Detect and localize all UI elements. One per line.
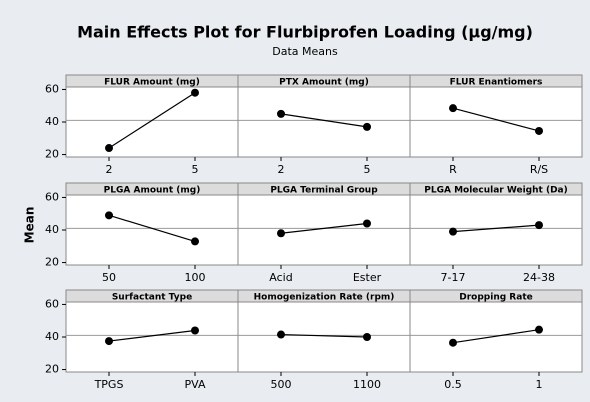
- point: [191, 326, 199, 335]
- x-tick-label: 5: [192, 163, 199, 176]
- panel-title: Dropping Rate: [459, 293, 532, 303]
- x-tick-label: 1: [536, 378, 543, 391]
- x-tick-label: 100: [185, 271, 206, 284]
- y-tick-label: 40: [45, 115, 59, 128]
- point: [535, 126, 543, 135]
- x-tick-label: 500: [271, 378, 292, 391]
- point: [535, 325, 543, 334]
- y-tick-label: 20: [45, 148, 59, 161]
- panel-header: [409, 182, 583, 196]
- panel-title: PTX Amount (mg): [279, 78, 369, 88]
- y-tick-label: 40: [45, 330, 59, 343]
- panel-title: FLUR Amount (mg): [104, 78, 200, 88]
- chart-title: Main Effects Plot for Flurbiprofen Loadi…: [77, 23, 533, 42]
- effect-line: [108, 214, 196, 242]
- y-axis-label: Mean: [23, 207, 37, 244]
- x-tick-label: 24-38: [523, 271, 555, 284]
- panel-title: PLGA Molecular Weight (Da): [424, 186, 567, 196]
- x-tick-label: 5: [364, 163, 371, 176]
- x-tick-label: Acid: [269, 271, 292, 284]
- chart-subtitle: Data Means: [272, 45, 338, 58]
- point: [105, 144, 113, 153]
- panel-header: [409, 289, 583, 303]
- point: [363, 219, 371, 228]
- panel: [65, 289, 239, 373]
- x-tick-label: 1100: [353, 378, 381, 391]
- y-tick-label: 60: [45, 82, 59, 95]
- y-tick-label: 20: [45, 363, 59, 376]
- panel-title: PLGA Terminal Group: [270, 186, 378, 196]
- panel: [409, 289, 583, 373]
- point: [105, 337, 113, 346]
- x-tick-label: Ester: [353, 271, 382, 284]
- effect-line: [280, 333, 368, 338]
- point: [191, 237, 199, 246]
- x-tick-label: TPGS: [94, 378, 124, 391]
- point: [363, 122, 371, 131]
- x-tick-label: 7-17: [441, 271, 466, 284]
- y-tick-label: 60: [45, 297, 59, 310]
- effect-line: [108, 92, 196, 149]
- panel-header: [409, 74, 583, 88]
- panel: [409, 182, 583, 266]
- panel-title: Surfactant Type: [112, 293, 192, 303]
- x-tick-label: 2: [106, 163, 113, 176]
- panel: [237, 182, 411, 266]
- point: [277, 330, 285, 339]
- x-tick-label: 2: [278, 163, 285, 176]
- effect-line: [280, 222, 368, 234]
- y-tick-label: 40: [45, 223, 59, 236]
- point: [363, 333, 371, 341]
- effect-line: [108, 329, 196, 342]
- point: [449, 104, 457, 113]
- panel: [65, 74, 239, 158]
- point: [277, 109, 285, 118]
- effect-line: [452, 329, 540, 344]
- panel-title: FLUR Enantiomers: [450, 78, 543, 88]
- panel: [409, 74, 583, 158]
- point: [449, 338, 457, 347]
- point: [105, 211, 113, 220]
- y-tick-label: 20: [45, 256, 59, 269]
- point: [191, 88, 199, 97]
- x-tick-label: R/S: [530, 163, 548, 176]
- x-tick-label: 0.5: [444, 378, 462, 391]
- panel: [65, 182, 239, 266]
- panel: [237, 74, 411, 158]
- point: [449, 227, 457, 236]
- y-tick-label: 60: [45, 190, 59, 203]
- effect-line: [280, 113, 368, 128]
- point: [277, 229, 285, 238]
- x-tick-label: PVA: [185, 378, 206, 391]
- effect-line: [452, 107, 540, 132]
- panel-title: PLGA Amount (mg): [104, 186, 201, 196]
- x-tick-label: R: [449, 163, 457, 176]
- x-tick-label: 50: [102, 271, 116, 284]
- effect-line: [452, 224, 540, 233]
- panel-title: Homogenization Rate (rpm): [254, 293, 395, 303]
- point: [535, 221, 543, 230]
